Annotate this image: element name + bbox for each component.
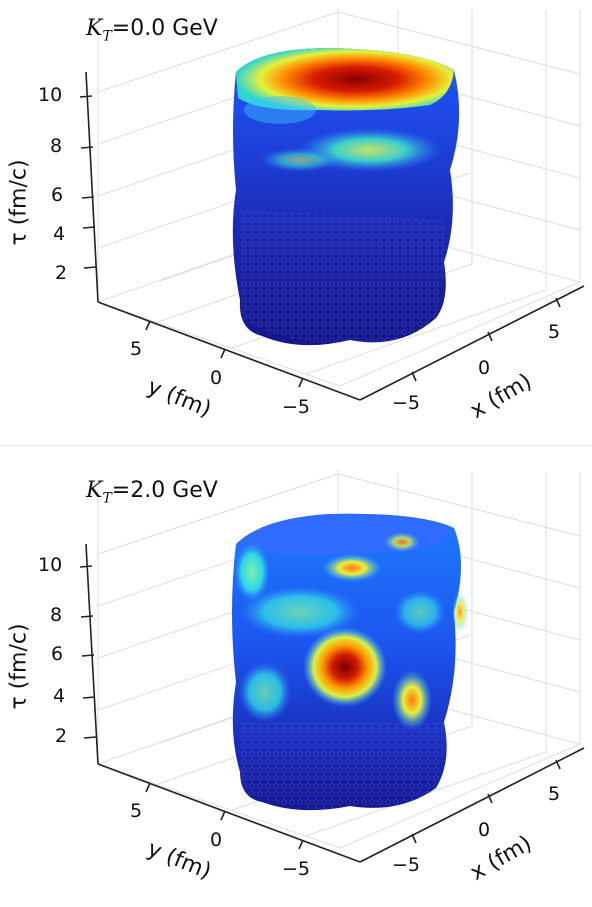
panel-divider — [0, 445, 592, 446]
z-tick-label: 10 — [38, 84, 63, 106]
z-tick-label: 10 — [38, 554, 63, 576]
panel-title: KT=2.0 GeV — [86, 478, 218, 506]
emission-surface — [232, 48, 460, 346]
3d-axes — [79, 8, 585, 401]
emission-surface — [232, 513, 468, 811]
plot-panel-kt-2: KT=2.0 GeV 10 8 6 4 2 τ (fm/c) 5 0 −5 y … — [0, 462, 592, 902]
z-tick-label: 8 — [50, 135, 63, 157]
x-tick-label: 5 — [548, 321, 561, 343]
title-value: =2.0 GeV — [111, 478, 218, 503]
z-tick-label: 6 — [51, 184, 64, 206]
z-tick-label: 8 — [50, 604, 63, 626]
y-tick-label: 0 — [210, 367, 223, 389]
axis-lines — [79, 71, 585, 401]
title-value: =0.0 GeV — [111, 16, 218, 41]
y-tick-label: 5 — [130, 338, 143, 360]
z-axis-label: τ (fm/c) — [6, 623, 32, 710]
z-tick-label: 2 — [55, 262, 68, 284]
z-tick-label: 4 — [53, 685, 66, 707]
y-tick-label: 0 — [210, 829, 223, 851]
title-variable: K — [86, 478, 103, 503]
axis-lines — [79, 543, 585, 863]
z-tick-label: 6 — [51, 643, 64, 665]
x-tick-label: 0 — [478, 357, 491, 379]
x-tick-label: −5 — [392, 392, 421, 414]
title-subscript: T — [102, 28, 112, 45]
x-tick-label: −5 — [392, 854, 421, 876]
3d-axes — [79, 470, 585, 863]
title-subscript: T — [102, 490, 112, 507]
x-tick-label: 5 — [548, 783, 561, 805]
panel-title: KT=0.0 GeV — [86, 16, 218, 44]
y-tick-label: −5 — [282, 858, 311, 880]
z-tick-label: 2 — [55, 725, 68, 747]
x-tick-label: 0 — [478, 819, 491, 841]
y-tick-label: 5 — [130, 800, 143, 822]
title-variable: K — [86, 16, 103, 41]
z-axis-label: τ (fm/c) — [6, 159, 32, 246]
z-tick-label: 4 — [53, 223, 66, 245]
plot-panel-kt-0: KT=0.0 GeV 10 8 6 4 2 τ (fm/c) 5 0 −5 y … — [0, 0, 592, 440]
y-tick-label: −5 — [282, 396, 311, 418]
